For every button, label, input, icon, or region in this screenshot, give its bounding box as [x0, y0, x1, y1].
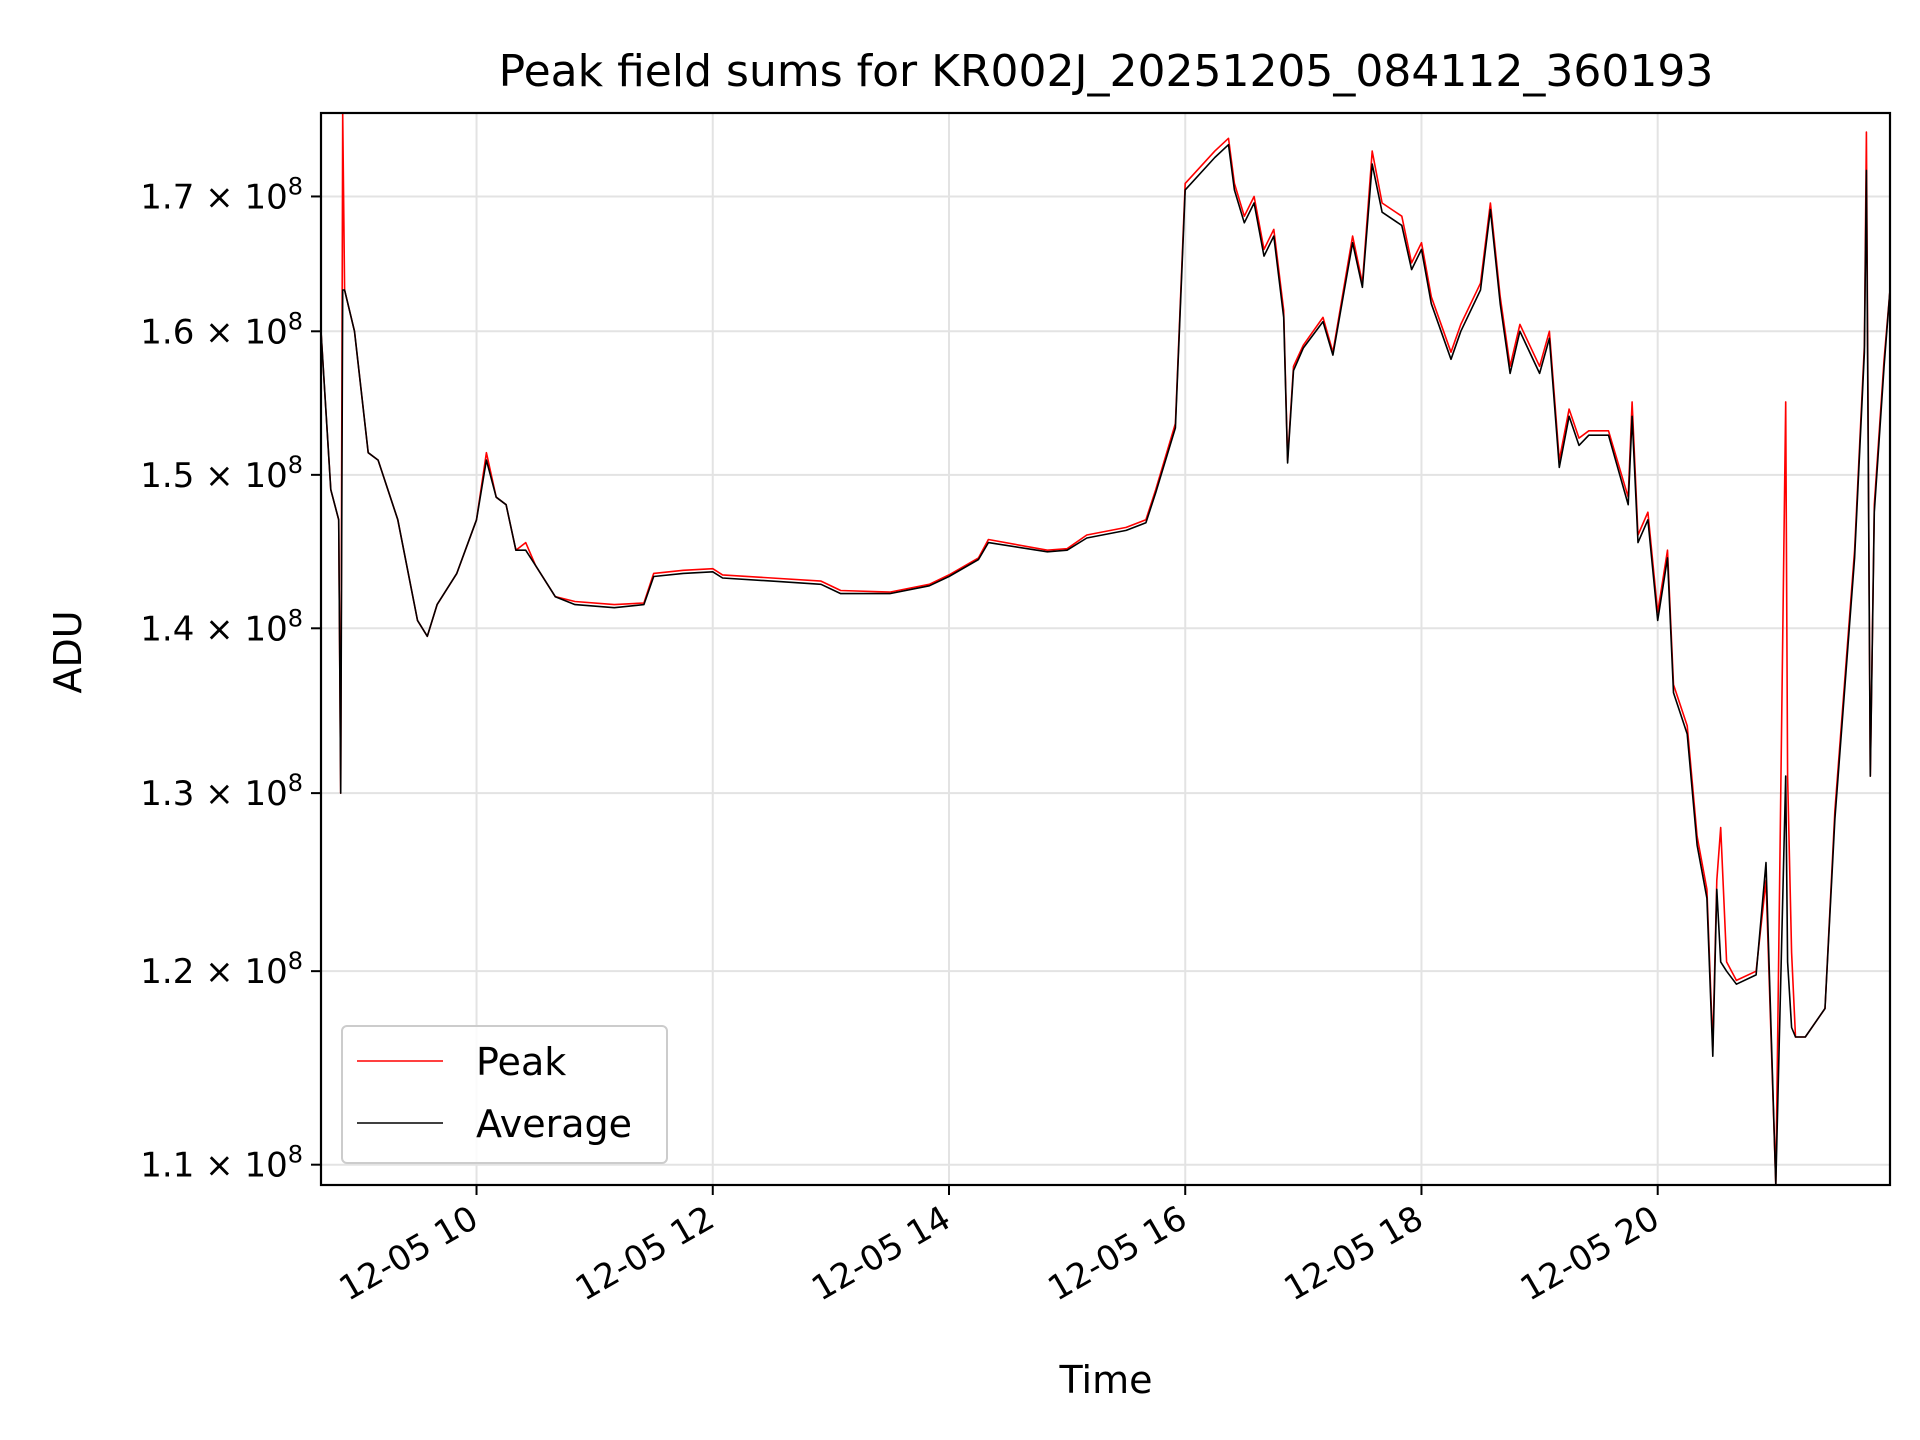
- legend-label-average: Average: [476, 1102, 632, 1146]
- y-tick-label: 1.1 × 108: [140, 1141, 303, 1186]
- y-axis-ticks: 1.1 × 108 1.2 × 108 1.3 × 108 1.4 × 108 1.5 …: [140, 172, 321, 1186]
- x-axis-label: Time: [1059, 1358, 1153, 1402]
- y-tick-label: 1.2 × 108: [140, 947, 303, 992]
- y-tick-label: 1.3 × 108: [140, 769, 303, 814]
- series-line-average: [320, 143, 1891, 1186]
- plot-frame: [319, 111, 1892, 1187]
- y-axis-label: ADU: [46, 610, 90, 693]
- y-tick-label: 1.4 × 108: [140, 604, 303, 649]
- y-tick-label: 1.7 × 108: [140, 172, 303, 217]
- y-tick-label: 1.5 × 108: [140, 451, 303, 496]
- legend-label-peak: Peak: [476, 1040, 566, 1084]
- y-tick-label: 1.6 × 108: [140, 307, 303, 352]
- legend: Peak Average: [341, 1025, 668, 1164]
- chart-title: Peak field sums for KR002J_20251205_0841…: [499, 46, 1714, 97]
- series-lines: [320, 112, 1891, 1186]
